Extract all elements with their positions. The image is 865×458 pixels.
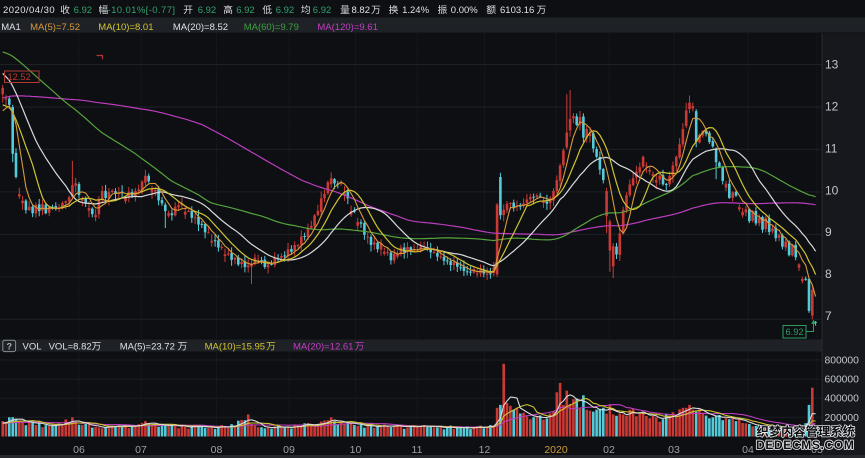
svg-text:600000: 600000 bbox=[825, 375, 860, 386]
svg-text:6.92: 6.92 bbox=[313, 5, 332, 16]
svg-text:09: 09 bbox=[283, 444, 295, 456]
svg-text:2020/04/30: 2020/04/30 bbox=[3, 5, 55, 16]
svg-text:MA(120)=9.61: MA(120)=9.61 bbox=[317, 22, 377, 33]
svg-text:8.82: 8.82 bbox=[352, 5, 371, 16]
svg-text:2020: 2020 bbox=[544, 444, 568, 456]
svg-text:05: 05 bbox=[811, 444, 823, 456]
svg-text:MA(5)=7.52: MA(5)=7.52 bbox=[30, 22, 80, 33]
svg-text:12: 12 bbox=[479, 444, 491, 456]
svg-text:MA(20)=12.61: MA(20)=12.61 bbox=[293, 342, 353, 353]
svg-text:10: 10 bbox=[350, 444, 362, 456]
svg-text:VOL: VOL bbox=[23, 342, 42, 353]
svg-text:MA(60)=9.79: MA(60)=9.79 bbox=[244, 22, 299, 33]
svg-text:DEDECMS.COM: DEDECMS.COM bbox=[756, 438, 855, 452]
svg-text:6103.16: 6103.16 bbox=[500, 5, 534, 16]
svg-text:MA(20)=8.52: MA(20)=8.52 bbox=[173, 22, 228, 33]
svg-text:06: 06 bbox=[73, 444, 85, 456]
svg-text:10: 10 bbox=[825, 183, 839, 197]
svg-text:MA(5)=23.72: MA(5)=23.72 bbox=[120, 342, 175, 353]
svg-text:02: 02 bbox=[603, 444, 615, 456]
svg-text:800000: 800000 bbox=[825, 356, 860, 367]
svg-text:11: 11 bbox=[825, 141, 838, 155]
svg-text:MA1: MA1 bbox=[1, 22, 21, 33]
svg-text:8: 8 bbox=[825, 267, 832, 281]
svg-text:200000: 200000 bbox=[825, 413, 860, 424]
svg-text:03: 03 bbox=[668, 444, 680, 456]
svg-text:MA(10)=15.95: MA(10)=15.95 bbox=[205, 342, 265, 353]
svg-text:1.24%: 1.24% bbox=[402, 5, 429, 16]
svg-text:6.92: 6.92 bbox=[276, 5, 295, 16]
svg-text:11: 11 bbox=[412, 444, 423, 456]
svg-text:04: 04 bbox=[742, 444, 754, 456]
svg-text:VOL=8.82: VOL=8.82 bbox=[49, 342, 92, 353]
svg-text:7: 7 bbox=[825, 309, 832, 323]
svg-text:6.92: 6.92 bbox=[785, 327, 803, 337]
svg-text:-10.01%[-0.77]: -10.01%[-0.77] bbox=[108, 5, 176, 16]
svg-text:6.92: 6.92 bbox=[74, 5, 93, 16]
svg-text:07: 07 bbox=[135, 444, 147, 456]
svg-text:08: 08 bbox=[211, 444, 223, 456]
svg-text:6.92: 6.92 bbox=[198, 5, 217, 16]
svg-text:?: ? bbox=[6, 342, 12, 352]
svg-text:13: 13 bbox=[825, 58, 839, 72]
svg-text:12.52: 12.52 bbox=[8, 72, 31, 82]
svg-text:0.00%: 0.00% bbox=[451, 5, 478, 16]
svg-text:9: 9 bbox=[825, 225, 832, 239]
svg-text:MA(10)=8.01: MA(10)=8.01 bbox=[98, 22, 153, 33]
svg-text:400000: 400000 bbox=[825, 394, 860, 405]
svg-text:6.92: 6.92 bbox=[236, 5, 255, 16]
svg-text:12: 12 bbox=[825, 99, 839, 113]
